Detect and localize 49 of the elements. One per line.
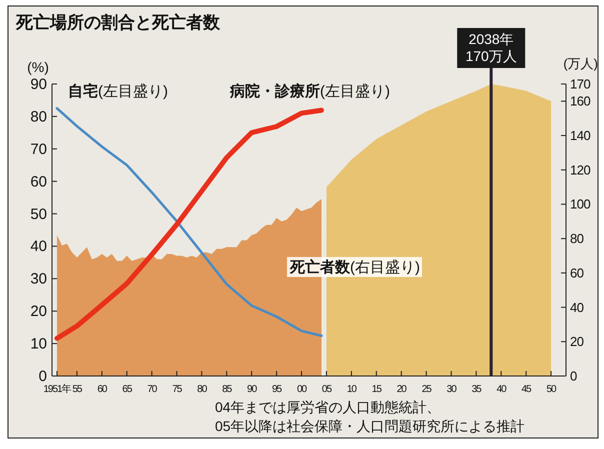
x-tick-label: 15 [372,384,382,395]
x-tick-label: 60 [97,384,108,395]
y2-axis-title: (万人) [563,56,598,71]
y2-tick-label: 170 [570,76,590,92]
x-tick-label: 30 [446,384,458,395]
y2-tick-label: 80 [570,231,584,246]
y-tick-label: 0 [38,368,47,385]
y2-tick-label: 0 [570,368,577,384]
x-tick-label: 05 [322,384,332,395]
y-tick-label: 90 [30,76,47,93]
y-tick-label: 60 [30,173,47,190]
x-tick-label: 90 [247,384,258,395]
x-tick-label: 55 [72,384,83,395]
x-tick-label: 20 [396,384,408,395]
series-label: 病院・診療所(左目盛り) [229,82,390,100]
x-tick-label: 80 [197,384,208,395]
y-tick-label: 80 [30,108,47,126]
x-tick-label: 45 [522,384,532,395]
x-tick-label: 00 [296,384,308,395]
ref-line-label: 2038年 170万人 [465,31,517,64]
y2-tick-label: 140 [570,128,590,144]
y2-tick-label: 120 [570,162,590,178]
x-tick-label: 1951年 [43,383,72,395]
y-tick-label: 40 [30,238,47,256]
series-label: 自宅(左目盛り) [68,82,168,100]
x-tick-label: 50 [546,384,558,395]
x-tick-label: 10 [346,384,358,395]
x-tick-label: 85 [222,384,233,395]
y2-tick-label: 60 [570,265,584,280]
y-tick-label: 30 [30,270,47,288]
text: 04年までは厚労省の人口動態統計、 05年以降は社会保障・人口問題研究所による推計 [215,399,525,434]
y-tick-label: 10 [30,336,47,353]
y2-tick-label: 40 [570,300,584,315]
x-tick-label: 40 [496,384,508,395]
y-tick-label: 20 [30,303,47,320]
y2-tick-label: 100 [570,196,590,212]
x-tick-label: 35 [472,384,482,395]
y2-tick-label: 160 [570,94,590,109]
y-tick-label: 70 [30,140,47,158]
chart-title: 死亡場所の割合と死亡者数 [15,13,221,32]
x-tick-label: 75 [172,384,183,395]
text: 死亡者数(右目盛り) [289,258,420,276]
x-tick-label: 70 [147,384,158,395]
x-tick-label: 25 [422,384,432,395]
x-tick-label: 65 [122,384,133,395]
y-axis-title: (%) [27,59,49,75]
x-tick-label: 95 [272,384,283,395]
y-tick-label: 50 [30,206,47,223]
y2-tick-label: 20 [570,334,584,350]
